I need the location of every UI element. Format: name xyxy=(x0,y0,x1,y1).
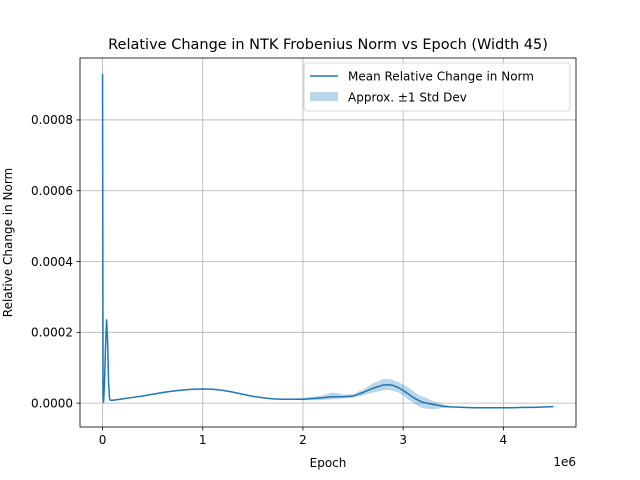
y-tick-label: 0.0000 xyxy=(31,396,73,410)
y-tick-label: 0.0004 xyxy=(31,255,73,269)
y-tick-label: 0.0006 xyxy=(31,184,73,198)
x-tick-label: 0 xyxy=(99,433,107,447)
legend: Mean Relative Change in Norm Approx. ±1 … xyxy=(303,62,571,112)
std-dev-band xyxy=(292,379,454,410)
chart-title: Relative Change in NTK Frobenius Norm vs… xyxy=(108,37,548,53)
x-axis-ticks: 0 1 2 3 4 xyxy=(99,427,507,447)
x-tick-label: 3 xyxy=(399,433,407,447)
y-tick-label: 0.0008 xyxy=(31,113,73,127)
grid xyxy=(80,58,576,427)
std-dev-band-layer xyxy=(292,379,454,410)
legend-entry-std-dev: Approx. ±1 Std Dev xyxy=(348,91,467,105)
x-tick-label: 4 xyxy=(500,433,508,447)
y-axis-label: Relative Change in Norm xyxy=(1,168,15,317)
x-axis-offset-text: 1e6 xyxy=(553,455,576,469)
x-tick-label: 2 xyxy=(299,433,307,447)
x-tick-label: 1 xyxy=(199,433,207,447)
y-axis-ticks: 0.0000 0.0002 0.0004 0.0006 0.0008 xyxy=(31,113,80,410)
legend-band-swatch xyxy=(310,92,338,101)
legend-entry-mean: Mean Relative Change in Norm xyxy=(348,70,534,84)
y-tick-label: 0.0002 xyxy=(31,326,73,340)
mean-line-layer xyxy=(101,73,554,409)
x-axis-label: Epoch xyxy=(310,456,347,470)
plot-frame xyxy=(79,57,577,428)
mean-relative-change-line xyxy=(101,73,554,409)
legend-box xyxy=(303,62,571,112)
